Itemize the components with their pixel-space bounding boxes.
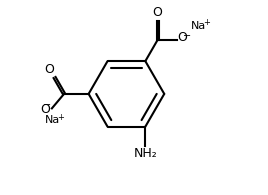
Text: Na: Na <box>191 21 206 31</box>
Text: O: O <box>44 63 54 76</box>
Text: O: O <box>153 6 163 19</box>
Text: Na: Na <box>45 115 60 125</box>
Text: −: − <box>183 31 191 41</box>
Text: O: O <box>40 103 50 116</box>
Text: +: + <box>203 19 210 27</box>
Text: NH₂: NH₂ <box>133 147 157 160</box>
Text: +: + <box>57 113 64 122</box>
Text: O: O <box>177 31 187 44</box>
Text: −: − <box>43 100 51 110</box>
